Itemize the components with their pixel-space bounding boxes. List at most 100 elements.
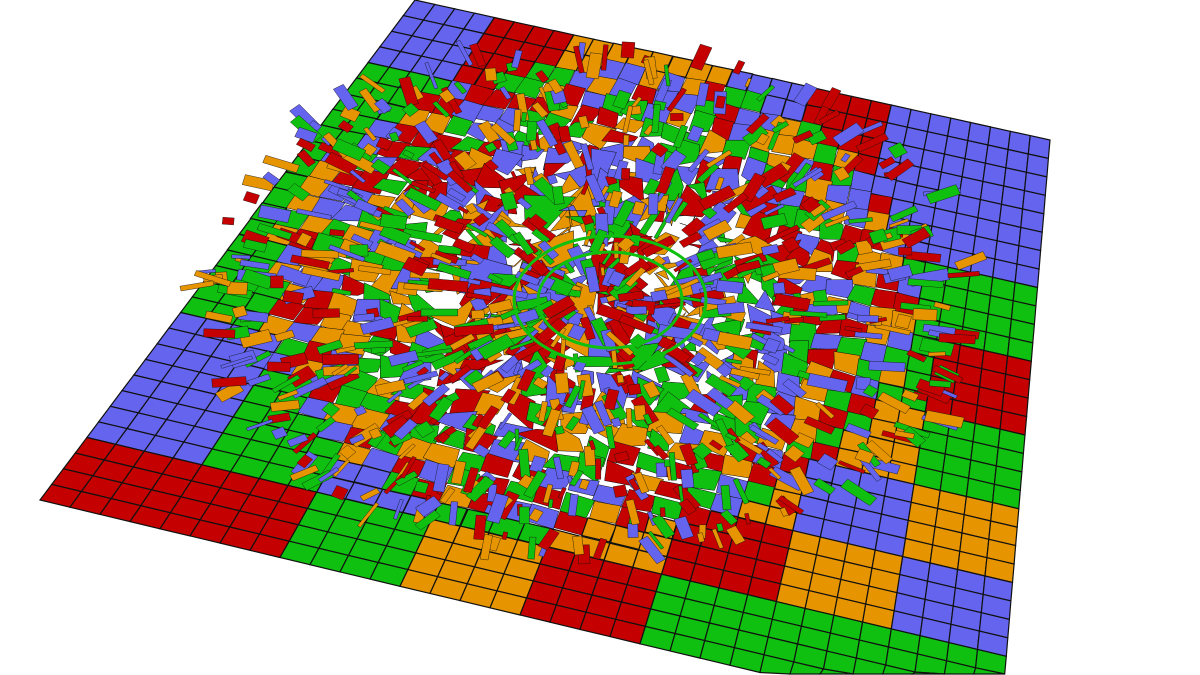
shard <box>512 231 535 256</box>
shard <box>422 383 451 407</box>
shard <box>287 365 317 388</box>
shard <box>947 271 980 279</box>
shard <box>220 355 253 369</box>
tile <box>580 517 618 543</box>
shard <box>477 405 500 430</box>
shard <box>531 101 549 118</box>
shard <box>659 507 666 517</box>
shard <box>513 109 522 132</box>
shard <box>689 351 707 367</box>
shard <box>271 426 288 440</box>
shard <box>670 200 689 223</box>
shard <box>789 466 814 496</box>
shard <box>954 251 988 271</box>
shard <box>844 266 864 279</box>
shard <box>625 306 648 315</box>
shard <box>695 248 716 263</box>
shard <box>889 205 919 223</box>
shard <box>542 254 555 266</box>
shard <box>601 252 612 265</box>
shard <box>702 219 732 241</box>
shard <box>631 201 646 216</box>
shard <box>486 492 509 524</box>
shard <box>783 444 805 463</box>
shard <box>472 443 491 458</box>
shard <box>924 410 965 429</box>
shard <box>607 270 626 288</box>
shard <box>565 415 581 431</box>
shard <box>715 241 754 259</box>
shard <box>449 333 476 351</box>
shard <box>679 442 699 467</box>
shard <box>762 337 781 354</box>
shard <box>816 453 839 471</box>
shard <box>472 213 490 227</box>
shard <box>578 478 590 490</box>
shard <box>489 236 516 259</box>
shard <box>704 373 738 398</box>
tile <box>443 115 474 137</box>
shard <box>353 405 367 417</box>
shard <box>729 367 760 381</box>
shard <box>430 252 453 265</box>
shard <box>403 370 439 385</box>
shard <box>432 100 451 118</box>
shard <box>647 530 665 550</box>
shard <box>242 238 268 253</box>
shard <box>405 318 438 338</box>
shard <box>359 487 381 502</box>
shard <box>357 502 380 528</box>
shard <box>803 416 836 435</box>
shard <box>806 373 849 393</box>
shard <box>246 418 274 432</box>
shard <box>905 250 942 263</box>
shard <box>402 149 415 159</box>
shard <box>487 273 504 284</box>
shard <box>497 430 517 449</box>
tile <box>596 106 619 130</box>
shard <box>317 467 340 483</box>
shard <box>756 84 776 102</box>
shard <box>618 314 656 335</box>
shard <box>335 345 356 354</box>
shard <box>781 236 801 253</box>
shard <box>633 471 650 494</box>
shard <box>753 185 770 200</box>
shard <box>554 425 565 435</box>
shard <box>813 478 836 495</box>
shard <box>363 126 378 142</box>
shard <box>203 328 236 339</box>
shard <box>648 193 659 215</box>
shard <box>359 316 395 335</box>
shard <box>684 388 723 417</box>
shard <box>548 498 554 509</box>
shard <box>763 203 785 216</box>
shard <box>296 149 316 168</box>
shard <box>887 264 914 282</box>
shard <box>877 391 911 414</box>
shard <box>655 425 675 446</box>
shard <box>450 460 467 485</box>
shard <box>912 308 938 322</box>
shard <box>523 166 535 186</box>
tile <box>812 142 838 168</box>
shard <box>933 301 952 311</box>
shard <box>793 82 818 107</box>
shard <box>402 256 429 277</box>
shard <box>551 185 565 205</box>
tile-grid <box>38 0 1051 675</box>
shard <box>782 378 807 399</box>
shard <box>542 408 562 438</box>
shard <box>820 200 858 221</box>
shard <box>328 244 366 262</box>
shard <box>833 166 851 182</box>
shard <box>854 331 883 340</box>
shard <box>595 458 602 480</box>
shard <box>818 109 841 125</box>
shard <box>706 387 735 410</box>
shard <box>638 535 666 565</box>
shard <box>446 187 467 202</box>
shard <box>651 104 661 133</box>
shard <box>625 266 647 288</box>
shard <box>789 310 828 318</box>
